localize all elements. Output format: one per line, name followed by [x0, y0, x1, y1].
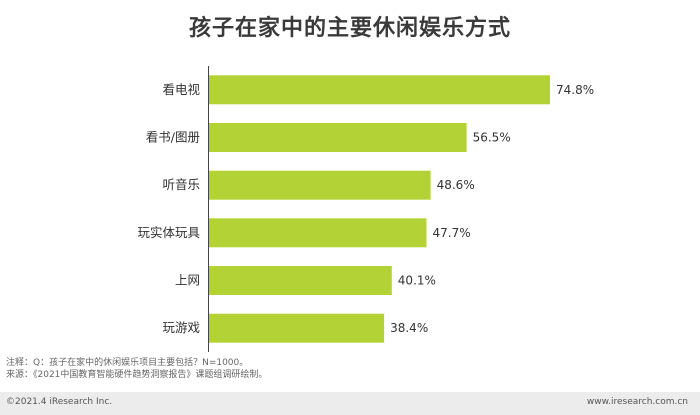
bar	[209, 266, 392, 295]
value-label: 48.6%	[437, 178, 475, 192]
value-label: 47.7%	[433, 226, 471, 240]
bar	[209, 218, 427, 248]
footer-bar: ©2021.4 iResearch Inc. www.iresearch.com…	[0, 392, 700, 415]
bar	[209, 123, 467, 152]
chart-title: 孩子在家中的主要休闲娱乐方式	[188, 16, 511, 41]
category-label: 玩实体玩具	[137, 225, 200, 240]
bar	[209, 75, 550, 105]
value-label: 38.4%	[390, 321, 428, 335]
bar	[209, 313, 385, 343]
category-label: 看电视	[162, 82, 200, 97]
value-label: 74.8%	[556, 83, 594, 97]
value-label: 40.1%	[398, 274, 436, 288]
copyright-text: ©2021.4 iResearch Inc.	[6, 397, 113, 407]
category-label: 看书/图册	[146, 130, 200, 145]
website-link[interactable]: www.iresearch.com.cn	[586, 397, 688, 407]
bar-chart: 看电视 74.8% 看书/图册 56.5% 听音乐 48.6% 玩实体玩具 47.7% 上网 40…	[137, 66, 594, 352]
bar	[209, 170, 431, 200]
category-label: 上网	[175, 273, 200, 288]
value-label: 56.5%	[473, 131, 511, 145]
category-label: 听音乐	[162, 177, 200, 192]
source-line: 来源：《2021中国教育智能硬件趋势洞察报告》课题组调研绘制。	[6, 370, 268, 380]
note-line: 注释：Q：孩子在家中的休闲娱乐项目主要包括？N=1000。	[6, 358, 249, 368]
category-label: 玩游戏	[162, 320, 200, 335]
chart-notes: 注释：Q：孩子在家中的休闲娱乐项目主要包括？N=1000。 来源：《2021中国…	[6, 357, 267, 381]
